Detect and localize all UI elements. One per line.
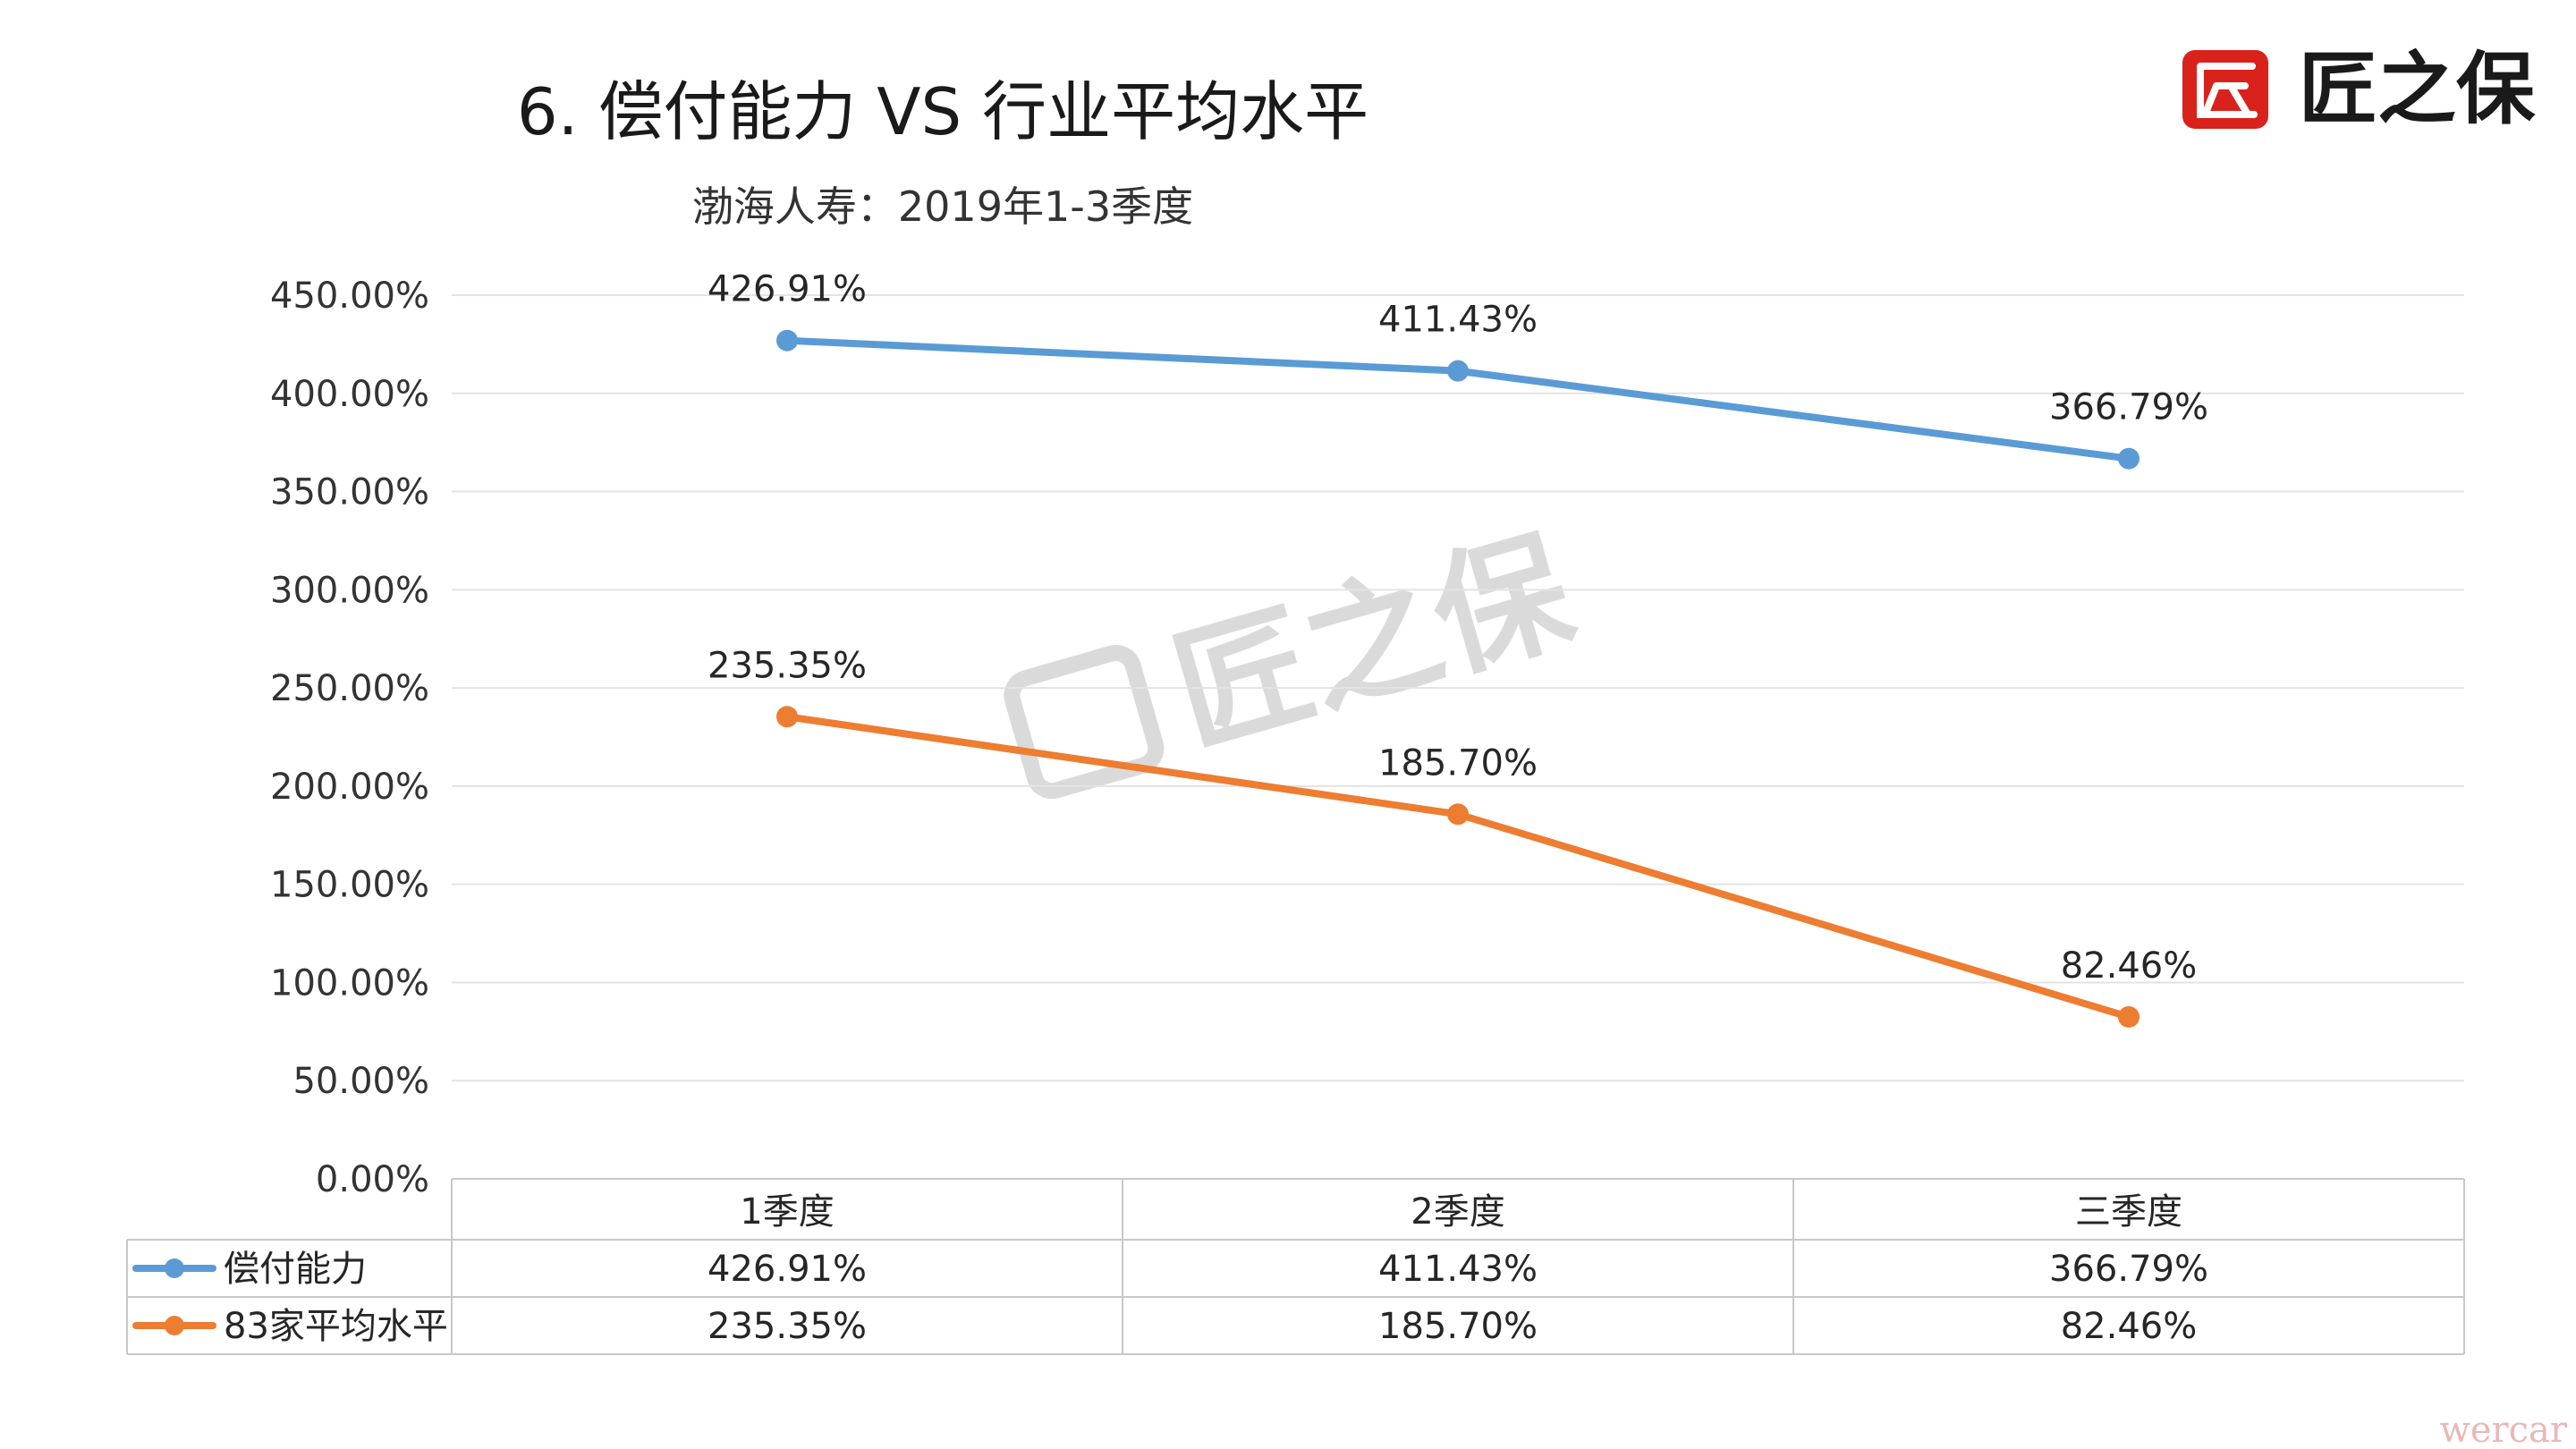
table-cell-value: 82.46% (2061, 1306, 2198, 1347)
brand-mark-glyph (2197, 63, 2258, 118)
table-cell-value: 235.35% (708, 1306, 867, 1347)
table-cell-value: 185.70% (1378, 1306, 1538, 1347)
brand-logo: 匠之保 (2182, 43, 2536, 135)
chart-subtitle: 渤海人寿：2019年1-3季度 (692, 182, 1193, 231)
data-point (2118, 1005, 2140, 1028)
data-label: 185.70% (1378, 742, 1538, 784)
table-cell-value: 426.91% (708, 1249, 867, 1290)
x-category-label: 2季度 (1411, 1191, 1504, 1233)
series-line (784, 336, 2132, 462)
y-tick-label: 350.00% (270, 472, 429, 513)
data-point (776, 329, 798, 352)
data-label: 366.79% (2049, 387, 2208, 428)
table-cell-value: 366.79% (2049, 1249, 2208, 1290)
legend-series-name: 83家平均水平 (224, 1306, 448, 1347)
chart-title: 6. 偿付能力 VS 行业平均水平 (517, 74, 1368, 149)
data-point (2118, 447, 2140, 470)
brand-name: 匠之保 (2299, 43, 2536, 135)
x-category-label: 三季度 (2075, 1191, 2182, 1233)
y-tick-label: 250.00% (270, 668, 429, 709)
y-axis-ticks: 0.00% 50.00% 100.00% 150.00% 200.00% 250.00% 3… (270, 275, 429, 1200)
y-tick-label: 450.00% (270, 275, 429, 317)
data-point (1447, 360, 1469, 382)
table-cell-value: 411.43% (1378, 1249, 1538, 1290)
watermark-mark-icon (1004, 645, 1165, 800)
y-tick-label: 50.00% (292, 1061, 429, 1102)
y-tick-label: 100.00% (270, 962, 429, 1004)
gridlines (452, 294, 2464, 1082)
data-label: 82.46% (2061, 945, 2198, 987)
data-labels: 426.91% 411.43% 366.79% 235.35% 185.70% 82.46… (708, 269, 2208, 987)
y-tick-label: 200.00% (270, 767, 429, 808)
data-label: 235.35% (708, 645, 867, 686)
data-point (1447, 803, 1469, 826)
watermark-text: 匠之保 (1158, 512, 1589, 773)
series-layer (776, 329, 2140, 1028)
x-category-label: 1季度 (740, 1191, 834, 1233)
legend-series-name: 偿付能力 (224, 1249, 367, 1290)
y-tick-label: 400.00% (270, 374, 429, 415)
y-tick-label: 0.00% (316, 1159, 429, 1200)
data-label: 426.91% (708, 269, 867, 310)
legend-marker-key (165, 1316, 184, 1335)
data-label: 411.43% (1378, 300, 1538, 341)
data-point (776, 706, 798, 728)
footer-watermark: wercar (2440, 1410, 2568, 1449)
y-tick-label: 300.00% (270, 570, 429, 611)
y-tick-label: 150.00% (270, 865, 429, 906)
legend-marker-key (165, 1258, 184, 1278)
